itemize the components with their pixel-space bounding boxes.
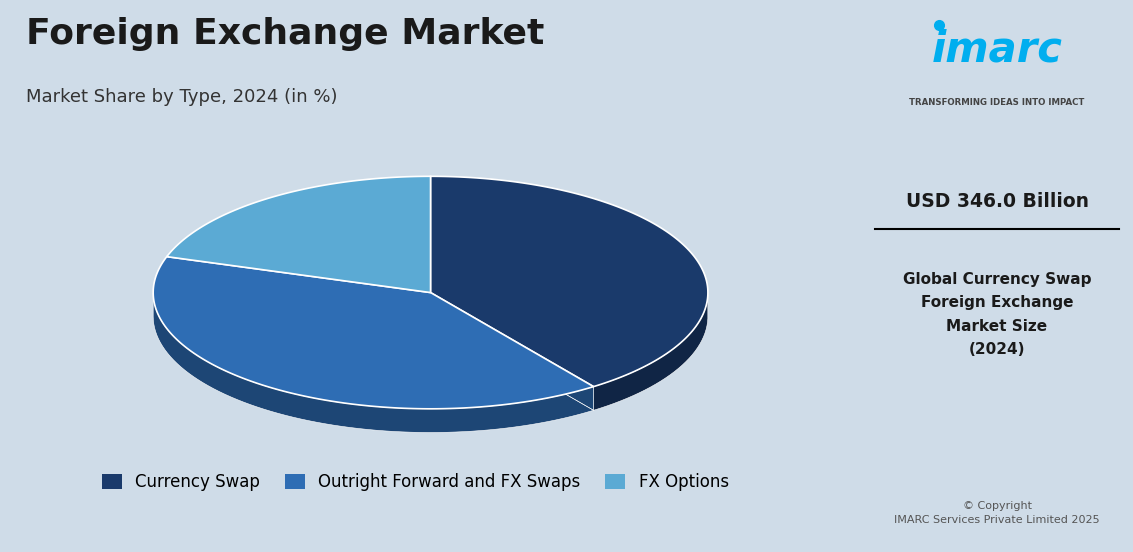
Polygon shape: [594, 295, 708, 410]
Text: © Copyright
IMARC Services Private Limited 2025: © Copyright IMARC Services Private Limit…: [894, 501, 1100, 526]
Text: imarc: imarc: [931, 29, 1063, 71]
Text: USD 346.0 Billion: USD 346.0 Billion: [905, 192, 1089, 211]
Text: TRANSFORMING IDEAS INTO IMPACT: TRANSFORMING IDEAS INTO IMPACT: [910, 98, 1084, 107]
Text: Market Share by Type, 2024 (in %): Market Share by Type, 2024 (in %): [26, 88, 338, 107]
Legend: Currency Swap, Outright Forward and FX Swaps, FX Options: Currency Swap, Outright Forward and FX S…: [93, 465, 738, 500]
Text: Global Currency Swap
Foreign Exchange
Market Size
(2024): Global Currency Swap Foreign Exchange Ma…: [903, 272, 1091, 357]
Text: Foreign Exchange Market: Foreign Exchange Market: [26, 17, 544, 51]
Polygon shape: [431, 176, 708, 386]
Polygon shape: [153, 293, 594, 432]
Polygon shape: [167, 176, 431, 293]
Polygon shape: [153, 257, 594, 409]
